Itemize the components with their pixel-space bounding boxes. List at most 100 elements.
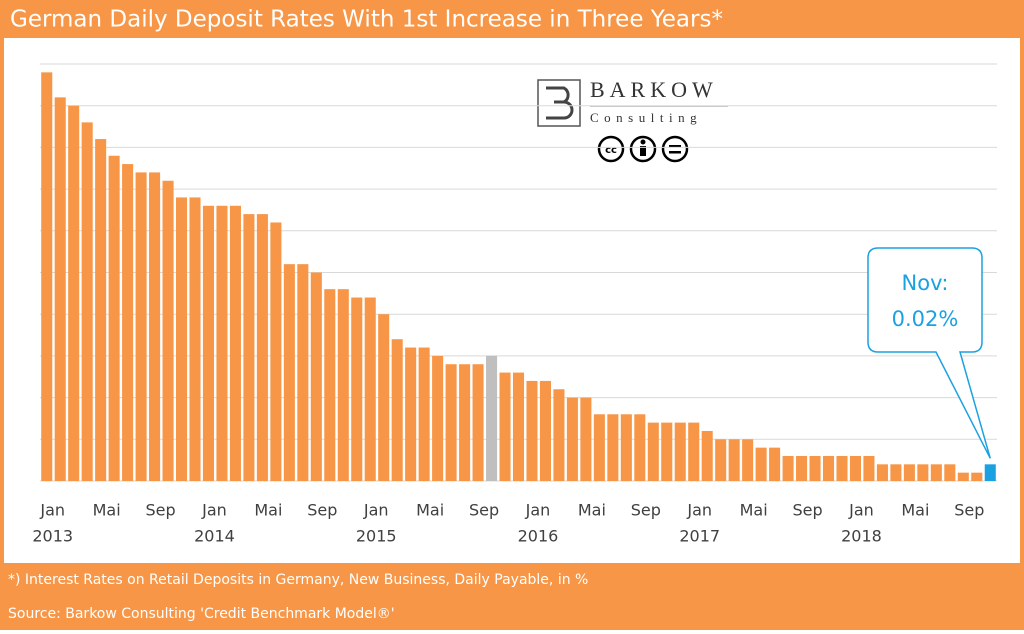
- bar: [486, 355, 498, 481]
- bar: [122, 164, 134, 481]
- bar: [512, 372, 525, 481]
- bar: [634, 414, 646, 481]
- bar: [189, 197, 201, 481]
- bar: [202, 205, 215, 481]
- bar: [863, 455, 875, 481]
- bar: [459, 364, 471, 481]
- bar: [580, 397, 592, 481]
- bar: [364, 297, 376, 481]
- x-tick-label: Jan: [686, 501, 712, 520]
- bar: [243, 214, 255, 481]
- source: Source: Barkow Consulting 'Credit Benchm…: [8, 606, 395, 622]
- x-tick-label: Jan: [363, 501, 389, 520]
- bar: [607, 414, 619, 481]
- x-tick-label: Mai: [901, 501, 929, 520]
- bar: [256, 214, 268, 481]
- chart-title: German Daily Deposit Rates With 1st Incr…: [10, 7, 723, 33]
- bar: [971, 472, 983, 481]
- callout-title: Nov:: [902, 271, 949, 295]
- bar: [539, 380, 551, 481]
- bar: [674, 422, 686, 481]
- bar: [378, 314, 390, 481]
- bar: [391, 339, 403, 481]
- x-tick-label: Mai: [416, 501, 444, 520]
- bar: [566, 397, 578, 481]
- bar: [728, 439, 740, 481]
- x-tick-label: Jan: [201, 501, 227, 520]
- x-tick-label: Jan: [39, 501, 65, 520]
- bar: [54, 97, 66, 482]
- bar: [796, 455, 808, 481]
- bar: [688, 422, 700, 481]
- x-tick-label: Mai: [93, 501, 121, 520]
- x-tick-label: Mai: [578, 501, 606, 520]
- bar: [108, 155, 120, 482]
- bar: [162, 180, 174, 481]
- logo-sub: Consulting: [590, 110, 702, 125]
- bar: [742, 439, 754, 481]
- x-tick-label: Jan: [848, 501, 874, 520]
- x-tick-label: Mai: [740, 501, 768, 520]
- bar: [216, 205, 228, 481]
- cc-icon: cc: [605, 145, 617, 156]
- x-tick-label: Sep: [631, 501, 661, 520]
- bar: [81, 122, 93, 481]
- by-icon: [640, 139, 646, 145]
- bar: [41, 72, 53, 481]
- cc-icons: [597, 135, 689, 163]
- x-tick-label: Sep: [145, 501, 175, 520]
- bar: [351, 297, 363, 481]
- bar: [809, 455, 821, 481]
- bar: [755, 447, 767, 481]
- bar: [337, 289, 349, 481]
- bar: [930, 464, 942, 481]
- callout: [867, 247, 991, 459]
- bar: [822, 455, 835, 481]
- bar: [445, 364, 457, 481]
- x-tick-year: 2013: [32, 527, 73, 546]
- bar: [715, 439, 727, 481]
- bar: [229, 205, 241, 481]
- bar: [405, 347, 417, 481]
- bar: [270, 222, 282, 481]
- x-tick-label: Mai: [254, 501, 282, 520]
- x-tick-year: 2016: [518, 527, 559, 546]
- bar: [701, 430, 713, 481]
- bar: [944, 464, 956, 481]
- bar: [620, 414, 632, 481]
- nd-icon: [669, 145, 681, 148]
- x-tick-year: 2015: [356, 527, 397, 546]
- x-tick-label: Sep: [792, 501, 822, 520]
- x-tick-label: Sep: [469, 501, 499, 520]
- bar: [957, 472, 969, 481]
- x-tick-year: 2017: [679, 527, 720, 546]
- bar: [310, 272, 322, 481]
- bar: [68, 105, 80, 481]
- bar: [176, 197, 188, 481]
- bar: [135, 172, 147, 482]
- bar: [647, 422, 659, 481]
- bar: [917, 464, 929, 481]
- bar: [472, 364, 484, 481]
- bar: [836, 455, 848, 481]
- bar: [297, 264, 309, 481]
- bar: [149, 172, 161, 482]
- bar: [903, 464, 915, 481]
- bar: [499, 372, 511, 481]
- bar: [95, 139, 107, 481]
- bar: [593, 414, 605, 481]
- x-tick-year: 2018: [841, 527, 882, 546]
- bar: [418, 347, 430, 481]
- bar: [876, 464, 888, 481]
- x-tick-label: Sep: [307, 501, 337, 520]
- logo-name: BARKOW: [590, 77, 718, 102]
- bar: [782, 455, 794, 481]
- logo-box: [537, 79, 581, 127]
- bar: [283, 264, 295, 481]
- logo-mark: [546, 86, 574, 120]
- by-icon: [640, 146, 646, 156]
- footnote: *) Interest Rates on Retail Deposits in …: [8, 572, 588, 588]
- x-tick-label: Jan: [525, 501, 551, 520]
- bar: [324, 289, 336, 481]
